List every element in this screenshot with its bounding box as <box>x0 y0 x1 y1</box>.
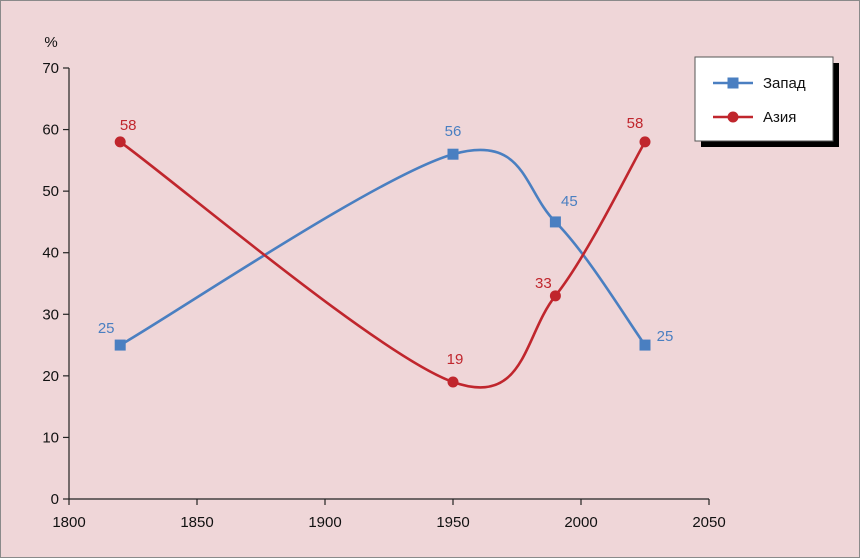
x-tick-label: 2000 <box>564 514 597 531</box>
legend-label: Азия <box>763 109 796 126</box>
data-label: 33 <box>535 275 552 292</box>
x-tick-label: 1800 <box>52 514 85 531</box>
data-label: 58 <box>627 115 644 132</box>
legend-box <box>694 56 834 142</box>
y-tick-label: 60 <box>42 122 59 139</box>
y-tick-label: 70 <box>42 60 59 77</box>
data-label: 25 <box>657 328 674 345</box>
legend: Запад Азия <box>694 56 839 147</box>
legend-marker <box>727 77 739 89</box>
y-tick-label: 10 <box>42 429 59 446</box>
y-tick-label: 40 <box>42 245 59 262</box>
data-label: 58 <box>120 117 137 134</box>
data-label: 56 <box>445 123 462 140</box>
data-point-marker <box>639 136 651 148</box>
y-tick-label: 0 <box>51 491 59 508</box>
data-label: 45 <box>561 193 578 210</box>
data-label: 19 <box>447 351 464 368</box>
data-point-marker <box>549 216 561 228</box>
y-axis-unit-label: % <box>44 34 57 51</box>
x-tick-label: 2050 <box>692 514 725 531</box>
data-label: 25 <box>98 320 115 337</box>
data-point-marker <box>549 290 561 302</box>
series-line-asia <box>119 140 647 389</box>
data-point-marker <box>447 376 459 388</box>
x-tick-label: 1900 <box>308 514 341 531</box>
data-point-marker <box>447 148 459 160</box>
x-tick-label: 1950 <box>436 514 469 531</box>
y-tick-label: 30 <box>42 306 59 323</box>
series-line-west <box>119 148 647 347</box>
data-point-marker <box>114 339 126 351</box>
data-point-marker <box>114 136 126 148</box>
y-tick-label: 20 <box>42 368 59 385</box>
x-tick-label: 1850 <box>180 514 213 531</box>
data-point-marker <box>639 339 651 351</box>
legend-marker <box>727 111 739 123</box>
y-tick-label: 50 <box>42 183 59 200</box>
legend-label: Запад <box>763 75 806 92</box>
